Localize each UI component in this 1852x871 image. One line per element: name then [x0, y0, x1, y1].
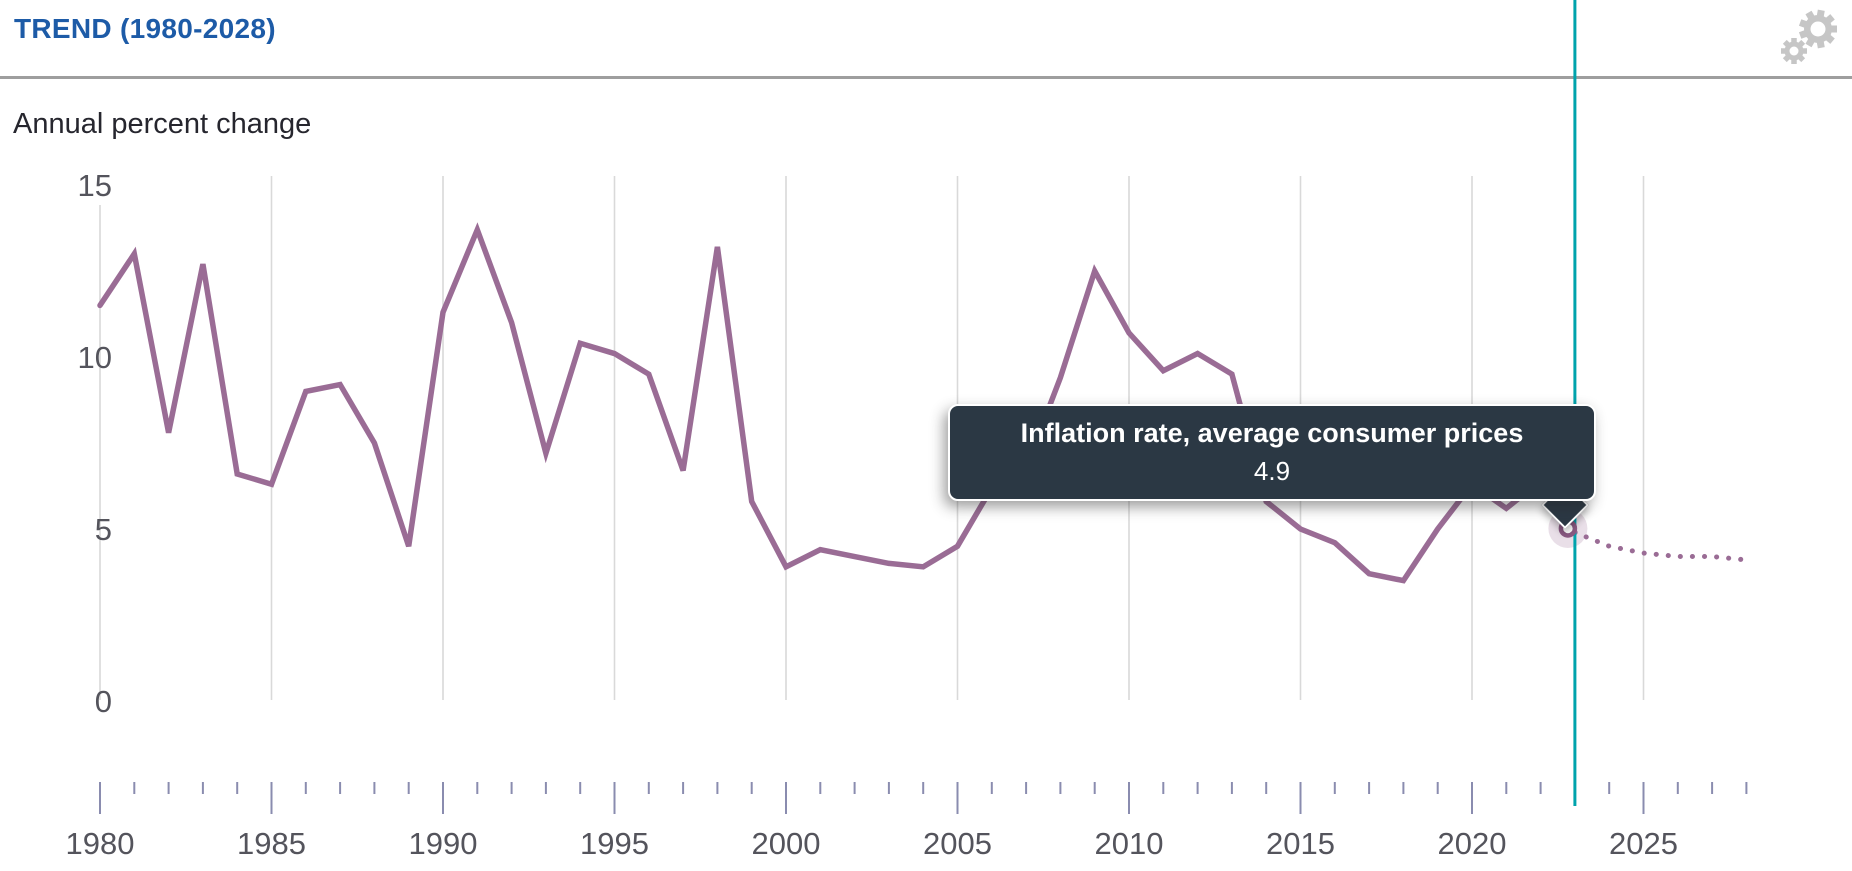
chart-subtitle: Annual percent change [13, 108, 312, 140]
settings-button[interactable] [1772, 2, 1844, 66]
x-axis-label-2000: 2000 [752, 826, 821, 861]
tooltip-series-name: Inflation rate, average consumer prices [1020, 418, 1524, 448]
header-divider [0, 76, 1852, 79]
y-axis-label-10: 10 [78, 340, 112, 375]
projection-dotted-line[interactable] [1572, 529, 1749, 563]
gear-icon [1781, 9, 1837, 64]
x-axis-label-2015: 2015 [1266, 826, 1335, 861]
x-axis-label-1990: 1990 [409, 826, 478, 861]
tooltip-value: 4.9 [1253, 456, 1291, 486]
x-axis-label-2010: 2010 [1095, 826, 1164, 861]
y-axis-label-0: 0 [95, 684, 112, 719]
inflation-trend-line[interactable] [97, 222, 1578, 584]
x-axis-label-2020: 2020 [1438, 826, 1507, 861]
series-tooltip: Inflation rate, average consumer prices … [948, 404, 1596, 501]
page-title: TREND (1980-2028) [14, 13, 276, 44]
x-axis-label-2025: 2025 [1609, 826, 1678, 861]
x-axis-label-1980: 1980 [66, 826, 135, 861]
y-axis-label-15: 15 [78, 168, 112, 203]
x-axis-label-1985: 1985 [237, 826, 306, 861]
x-axis-label-2005: 2005 [923, 826, 992, 861]
x-axis-label-1995: 1995 [580, 826, 649, 861]
y-axis-label-5: 5 [95, 512, 112, 547]
